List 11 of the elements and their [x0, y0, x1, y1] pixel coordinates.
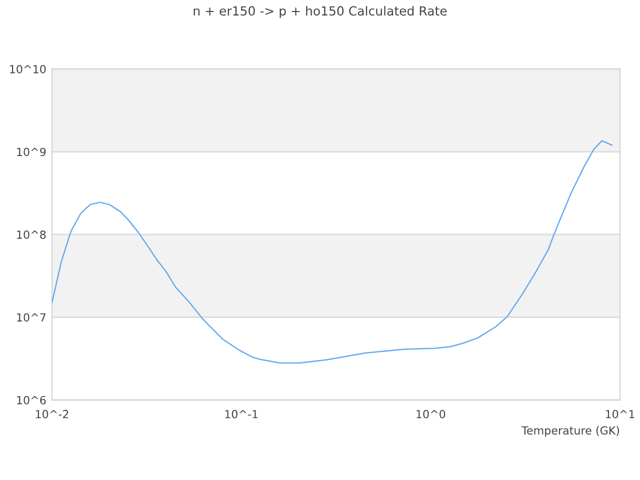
chart-title: n + er150 -> p + ho150 Calculated Rate	[194, 6, 447, 18]
y-tick-label: 10^6	[17, 396, 46, 404]
y-tick-label: 10^7	[17, 313, 46, 322]
x-tick-label: 10^0	[416, 410, 446, 418]
x-tick-label: 10^-1	[225, 410, 258, 418]
x-axis-title: Temperature (GK)	[521, 426, 620, 437]
y-tick-label: 10^10	[10, 64, 46, 74]
y-tick-label: 10^8	[17, 230, 46, 239]
y-tick-label: 10^9	[17, 148, 46, 156]
x-tick-label: 10^-2	[36, 410, 68, 418]
x-tick-label: 10^1	[606, 410, 634, 418]
